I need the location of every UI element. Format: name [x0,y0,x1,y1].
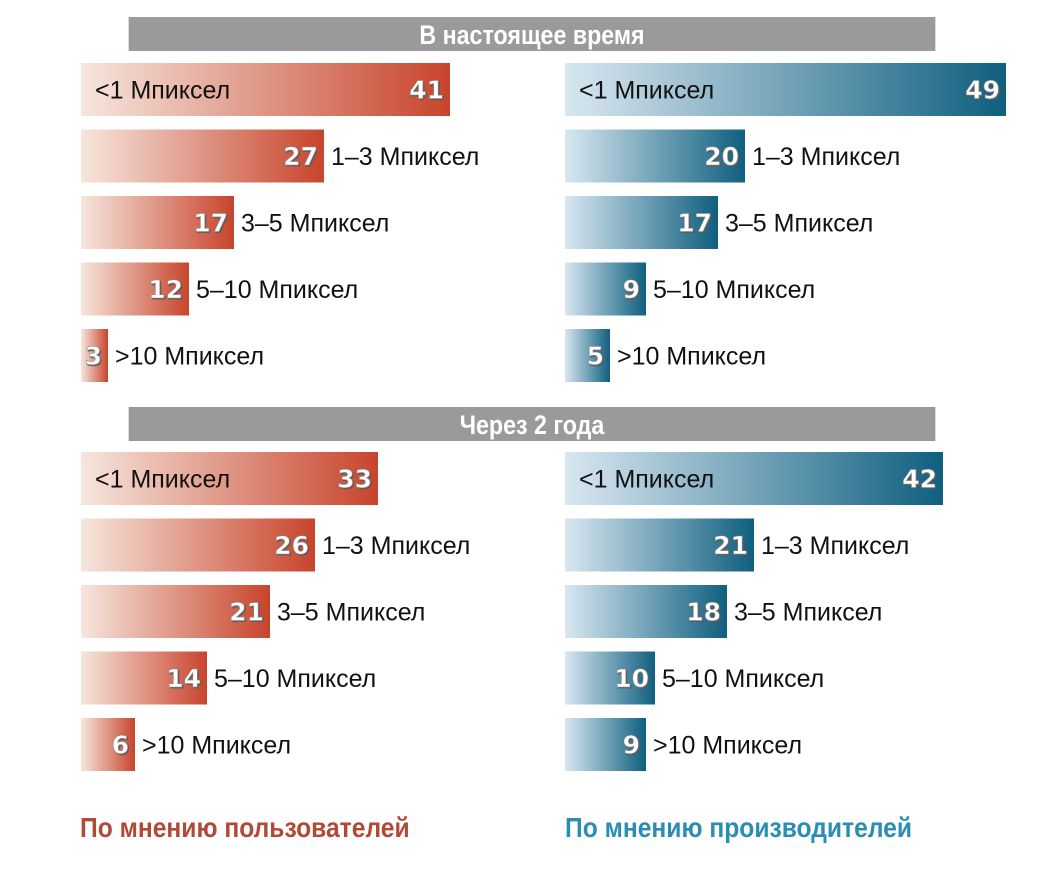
bar-panel-2: 33 <1 Мпиксел 26 1–3 Мпиксел 21 3–5 Мпиксел 14… [81,452,470,771]
bar-5-10 [81,651,207,705]
bar-value-label: 41 [409,76,444,105]
bar-value-label: 14 [166,664,201,693]
bar-1-3 [565,129,745,183]
bar-gt10 [565,718,646,771]
bar-value-label: 9 [623,731,640,760]
bar-value-label: 9 [623,275,640,304]
section-title-current: В настоящее время [128,17,936,51]
bar-value-label: 27 [283,142,318,171]
bar-gt10 [81,329,108,382]
category-label: 5–10 Мпиксел [196,276,358,304]
bar-lt1 [81,63,450,116]
bar-5-10 [565,651,655,705]
bar-value-label: 5 [587,342,604,371]
category-label: 3–5 Мпиксел [725,210,873,238]
category-label: 3–5 Мпиксел [734,599,882,627]
bar-1-3 [81,129,324,183]
category-label: <1 Мпиксел [95,466,230,494]
bar-value-label: 21 [229,598,264,627]
bar-gt10 [565,329,610,382]
bar-lt1 [565,452,943,505]
bar-value-label: 10 [614,664,649,693]
bar-value-label: 21 [713,531,748,560]
bar-3-5 [81,585,270,638]
category-label: 5–10 Мпиксел [662,665,824,693]
category-label: 1–3 Мпиксел [331,143,479,171]
bar-3-5 [565,196,718,249]
bar-value-label: 3 [85,342,102,371]
category-label: >10 Мпиксел [617,343,766,371]
bar-1-3 [81,518,315,572]
bar-value-label: 12 [148,275,183,304]
category-label: 5–10 Мпиксел [653,276,815,304]
bar-panel-0: 41 <1 Мпиксел 27 1–3 Мпиксел 17 3–5 Мпиксел 12… [81,63,479,382]
bar-gt10 [81,718,135,771]
legend-makers: По мнению производителей [565,812,913,843]
bar-value-label: 6 [112,731,129,760]
category-label: >10 Мпиксел [115,343,264,371]
bar-value-label: 26 [274,531,309,560]
category-label: 3–5 Мпиксел [277,599,425,627]
bar-value-label: 42 [902,465,937,494]
category-label: 5–10 Мпиксел [214,665,376,693]
bar-lt1 [565,63,1006,116]
category-label: >10 Мпиксел [142,732,291,760]
bar-value-label: 18 [686,598,721,627]
bar-value-label: 17 [677,209,712,238]
bar-panel-3: 42 <1 Мпиксел 21 1–3 Мпиксел 18 3–5 Мпиксел 10… [565,452,943,771]
bar-lt1 [81,452,378,505]
bar-5-10 [565,262,646,316]
category-label: 1–3 Мпиксел [322,532,470,560]
bar-3-5 [565,585,727,638]
bar-3-5 [81,196,234,249]
bar-5-10 [81,262,189,316]
category-label: <1 Мпиксел [579,77,714,105]
bar-value-label: 20 [704,142,739,171]
category-label: 3–5 Мпиксел [241,210,389,238]
category-label: <1 Мпиксел [95,77,230,105]
category-label: 1–3 Мпиксел [752,143,900,171]
bar-value-label: 17 [193,209,228,238]
bar-1-3 [565,518,754,572]
category-label: 1–3 Мпиксел [761,532,909,560]
legend-users: По мнению пользователей [80,812,410,843]
category-label: <1 Мпиксел [579,466,714,494]
bar-value-label: 49 [965,76,1000,105]
category-label: >10 Мпиксел [653,732,802,760]
section-title-future: Через 2 года [128,407,936,441]
bar-value-label: 33 [337,465,372,494]
